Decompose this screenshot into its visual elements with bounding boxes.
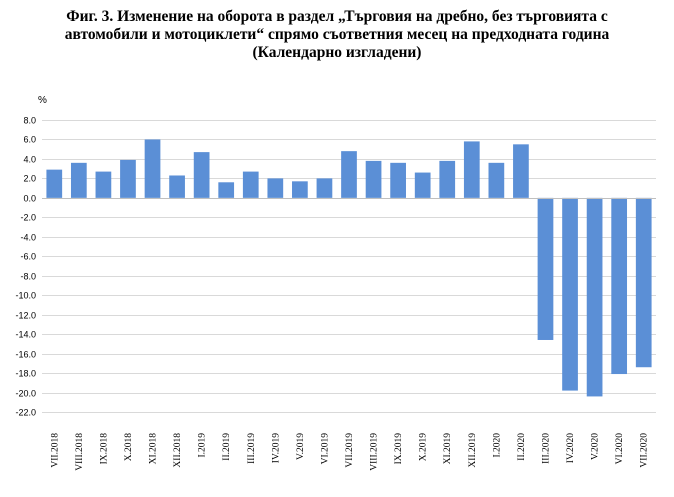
- bar: [169, 175, 185, 198]
- y-tick-label: 4.0: [23, 155, 36, 165]
- x-tick-label: III.2020: [541, 433, 551, 464]
- y-axis-ticks: 8.0 6.0 4.0 2.0 0.0 -2.0 -4.0 -6.0 -8.0 -10.0 -12.…: [15, 116, 36, 418]
- bar: [341, 151, 357, 198]
- bar: [316, 178, 333, 198]
- y-axis-unit-label: %: [38, 95, 47, 106]
- bar: [537, 197, 554, 340]
- bar: [144, 139, 161, 198]
- bar: [70, 162, 87, 198]
- bar: [95, 171, 112, 198]
- bars: [42, 139, 656, 397]
- bar: [586, 197, 603, 397]
- bar: [635, 197, 652, 368]
- x-tick-label: VII.2019: [345, 433, 355, 468]
- bar: [611, 197, 628, 375]
- y-tick-label: -22.0: [15, 408, 36, 418]
- bar: [218, 182, 235, 198]
- x-tick-label: V.2020: [591, 433, 601, 460]
- y-tick-label: 6.0: [23, 135, 36, 145]
- x-tick-label: I.2019: [198, 433, 208, 458]
- bar: [463, 141, 480, 198]
- x-tick-label: VIII.2018: [75, 433, 85, 471]
- bar: [242, 171, 259, 198]
- bar: [120, 159, 136, 198]
- y-tick-label: -16.0: [15, 350, 36, 360]
- x-tick-label: XI.2018: [149, 433, 159, 465]
- x-tick-label: VII.2018: [50, 433, 60, 468]
- y-tick-label: -4.0: [20, 233, 36, 243]
- x-tick-label: X.2018: [124, 433, 134, 461]
- chart-title-line-2: автомобили и мотоциклети“ спрямо съответ…: [64, 26, 610, 43]
- bar: [193, 152, 210, 198]
- bar: [390, 162, 406, 198]
- x-tick-label: XII.2018: [173, 433, 183, 468]
- bar: [439, 160, 456, 198]
- bar: [292, 181, 308, 198]
- y-tick-label: -20.0: [15, 389, 36, 399]
- y-tick-label: 2.0: [23, 174, 36, 184]
- bar: [513, 144, 529, 198]
- x-tick-label: X.2019: [419, 433, 429, 461]
- bar: [488, 162, 505, 198]
- chart-title-line-1: Фиг. 3. Изменение на оборота в раздел „Т…: [66, 8, 608, 25]
- x-tick-label: II.2019: [222, 433, 232, 461]
- x-tick-label: III.2019: [247, 433, 257, 464]
- x-tick-label: VI.2020: [615, 433, 625, 465]
- bar: [267, 178, 284, 198]
- x-tick-label: IX.2019: [394, 433, 404, 465]
- x-tick-label: XI.2019: [443, 433, 453, 465]
- x-tick-label: VIII.2019: [370, 433, 380, 471]
- x-tick-label: V.2019: [296, 433, 306, 460]
- x-tick-label: I.2020: [492, 433, 502, 458]
- y-tick-label: 8.0: [23, 116, 36, 126]
- x-tick-label: IV.2020: [566, 433, 576, 463]
- chart-title-line-3: (Календарно изгладени): [252, 44, 422, 61]
- y-tick-label: -2.0: [20, 213, 36, 223]
- y-tick-label: -18.0: [15, 369, 36, 379]
- x-tick-label: VII.2020: [640, 433, 650, 468]
- y-tick-label: 0.0: [23, 194, 36, 204]
- x-tick-label: VI.2019: [320, 433, 330, 465]
- y-tick-label: -10.0: [15, 291, 36, 301]
- bar: [414, 172, 431, 198]
- bar: [46, 169, 63, 198]
- x-tick-label: IX.2018: [99, 433, 109, 465]
- bar: [562, 197, 578, 391]
- bar: [365, 160, 382, 198]
- y-tick-label: -14.0: [15, 330, 36, 340]
- x-tick-label: IV.2019: [271, 433, 281, 463]
- y-tick-label: -12.0: [15, 311, 36, 321]
- gridlines: [42, 120, 656, 413]
- x-tick-label: XII.2019: [468, 433, 478, 468]
- chart-title: Фиг. 3. Изменение на оборота в раздел „Т…: [0, 8, 674, 62]
- y-tick-label: -6.0: [20, 252, 36, 262]
- x-axis-labels: VII.2018 VIII.2018 IX.2018 X.2018 XI.2018 XII…: [50, 433, 649, 471]
- x-tick-label: II.2020: [517, 433, 527, 461]
- y-tick-label: -8.0: [20, 272, 36, 282]
